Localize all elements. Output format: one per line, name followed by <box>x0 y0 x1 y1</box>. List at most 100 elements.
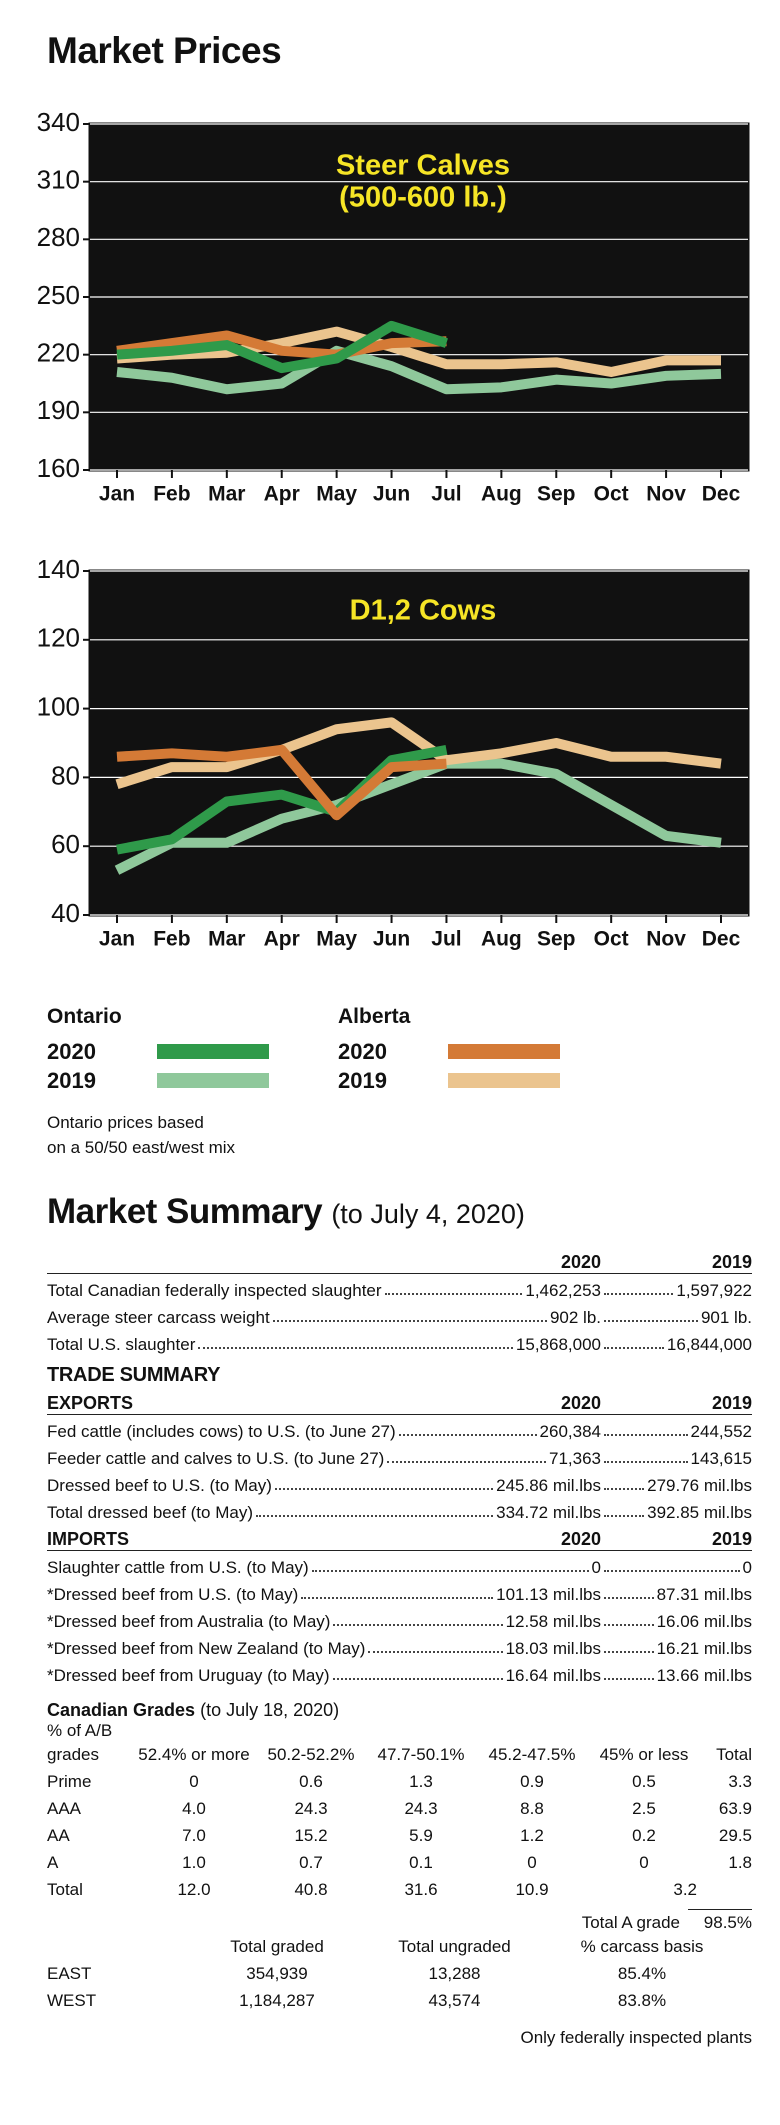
exports: EXPORTS 2020 2019 Fed cattle (includes cows… <box>47 1387 752 1523</box>
cell: 87.31 mil.lbs <box>656 1585 752 1604</box>
grade-row: Total 12.0 40.8 31.6 10.9 3.2 <box>47 1876 752 1903</box>
grade-row: AA 7.0 15.2 5.9 1.2 0.2 29.5 <box>47 1822 752 1849</box>
series-line <box>116 330 447 360</box>
cell: 0.5 <box>632 1771 656 1791</box>
cell: 2019 <box>711 1393 752 1413</box>
cell: 63.9 <box>718 1798 752 1818</box>
cell: 71,363 <box>549 1449 601 1468</box>
table-row: Dressed beef to U.S. (to May) 245.86 mil.… <box>47 1469 752 1496</box>
cell: 1.3 <box>409 1771 433 1791</box>
legend-title: Alberta <box>338 1005 411 1028</box>
leader <box>387 1461 546 1463</box>
cell: 0.6 <box>299 1771 323 1791</box>
row-left: Total U.S. slaughter 15,868,000 <box>47 1335 601 1355</box>
cell: 24.3 <box>404 1798 438 1818</box>
table-row: *Dressed beef from U.S. (to May) 101.13 m… <box>47 1578 752 1605</box>
legend-swatch <box>157 1073 269 1088</box>
legend-entry: 2019 <box>47 1066 269 1095</box>
row-right: 392.85 mil.lbs <box>601 1503 752 1523</box>
y-tick-label: 140 <box>37 554 80 584</box>
row-right: 244,552 <box>601 1422 752 1442</box>
legend-group: Ontario 2020 2019 <box>47 1005 269 1095</box>
leader <box>604 1515 645 1517</box>
leader <box>198 1347 513 1349</box>
legend-swatch <box>157 1044 269 1059</box>
cell: 7.0 <box>182 1825 206 1845</box>
leader <box>301 1597 494 1599</box>
x-tick-label: Jan <box>99 483 135 506</box>
chart-title: (500-600 lb.) <box>339 182 507 214</box>
cell: 245.86 mil.lbs <box>496 1476 601 1495</box>
cell: 0.7 <box>299 1852 323 1872</box>
row-label: *Dressed beef from Australia (to May) <box>47 1612 331 1631</box>
cell: 244,552 <box>690 1422 752 1441</box>
y-tick-label: 160 <box>37 453 80 483</box>
total-a-value: 98.5% <box>688 1909 752 1933</box>
y-tick-label: 310 <box>37 165 80 195</box>
row-right: 143,615 <box>601 1449 752 1469</box>
header-row: Total graded Total ungraded % carcass basi… <box>47 1933 752 1960</box>
leader <box>604 1347 664 1349</box>
y-tick-label: 280 <box>37 222 80 252</box>
header-cell: 52.4% or more <box>138 1744 250 1764</box>
row-label: Fed cattle (includes cows) to U.S. (to J… <box>47 1422 396 1441</box>
y-tick-label: 120 <box>37 623 80 653</box>
leader <box>398 1434 537 1436</box>
cell: 0.1 <box>409 1852 433 1872</box>
x-tick-label: Jun <box>373 483 410 506</box>
x-tick-label: May <box>316 483 357 506</box>
x-tick-label: Oct <box>594 483 629 506</box>
cell: AAA <box>47 1798 82 1818</box>
grades: Canadian Grades (to July 18, 2020) % of … <box>47 1700 752 2048</box>
x-tick-label: Mar <box>208 483 245 506</box>
chart-title: D1,2 Cows <box>350 595 497 627</box>
cell: A <box>47 1852 59 1872</box>
legend-label: 2019 <box>47 1067 96 1093</box>
series-line <box>116 326 721 377</box>
table-row: Total Canadian federally inspected slaug… <box>47 1274 752 1301</box>
row-left: EXPORTS 2020 <box>47 1393 601 1414</box>
legend-group: Alberta 2020 2019 <box>338 1005 560 1095</box>
x-tick-label: Sep <box>537 483 576 506</box>
cell: AA <box>47 1825 70 1845</box>
y-tick-label: 220 <box>37 338 80 368</box>
series-line <box>116 345 722 395</box>
legend-title: Ontario <box>47 1005 122 1028</box>
cell: EAST <box>47 1963 92 1983</box>
total-a-label: Total A grade <box>581 1913 680 1932</box>
legend-entry: 2019 <box>338 1066 560 1095</box>
x-tick-label: Apr <box>264 928 300 951</box>
series-line <box>116 744 447 821</box>
series-line <box>116 320 448 374</box>
note-line: Ontario prices based <box>47 1113 204 1132</box>
grade-row: A 1.0 0.7 0.1 0 0 1.8 <box>47 1849 752 1876</box>
cell: 0 <box>639 1852 649 1872</box>
cell: 12.0 <box>177 1879 211 1899</box>
leader <box>332 1678 503 1680</box>
y-tick-label: 80 <box>51 760 80 790</box>
chart-title: Steer Calves <box>336 150 510 182</box>
leader <box>604 1461 688 1463</box>
cell: 1,597,922 <box>676 1281 752 1300</box>
cell: 0 <box>527 1852 537 1872</box>
table-heading: IMPORTS 2020 2019 <box>47 1523 752 1551</box>
legend-swatch <box>448 1073 560 1088</box>
cell: 2020 <box>560 1393 601 1413</box>
row-left: Total dressed beef (to May) 334.72 mil.lb… <box>47 1503 601 1523</box>
row-right: 87.31 mil.lbs <box>601 1585 752 1605</box>
table-row: *Dressed beef from Australia (to May) 12.… <box>47 1605 752 1632</box>
cell: 0.9 <box>520 1771 544 1791</box>
header-cell: Total <box>716 1744 752 1764</box>
row-right: 0 <box>601 1558 752 1578</box>
header-cell: 47.7-50.1% <box>377 1744 465 1764</box>
cell: 0 <box>189 1771 199 1791</box>
cell: 334.72 mil.lbs <box>496 1503 601 1522</box>
cell: 12.58 mil.lbs <box>505 1612 601 1631</box>
row-right: 2019 <box>601 1529 752 1550</box>
cell: 16,844,000 <box>666 1335 752 1354</box>
cell: 1.2 <box>520 1825 544 1845</box>
summary-subtitle: (to July 4, 2020) <box>331 1199 525 1229</box>
cell: 13.66 mil.lbs <box>656 1666 752 1685</box>
row-left: Slaughter cattle from U.S. (to May) 0 <box>47 1558 601 1578</box>
legend-entry: 2020 <box>338 1037 560 1066</box>
